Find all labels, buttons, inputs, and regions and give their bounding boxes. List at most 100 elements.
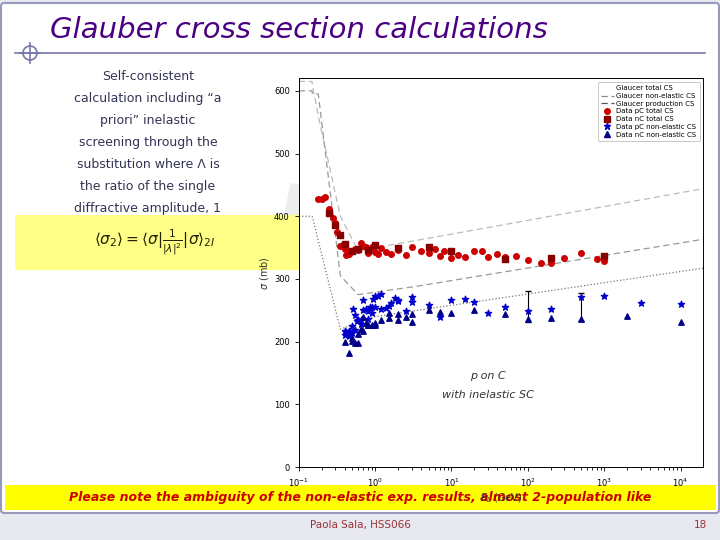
Point [598, 292, 610, 301]
Point [358, 296, 369, 305]
Point [598, 252, 610, 261]
Point [423, 301, 434, 309]
Point [575, 293, 587, 302]
Point [366, 321, 377, 329]
Point [339, 327, 351, 335]
Text: inelastic screening accounted for: inelastic screening accounted for [395, 448, 625, 462]
Point [621, 311, 633, 320]
Point [366, 242, 377, 251]
Point [492, 250, 503, 259]
Point [360, 305, 372, 313]
Point [355, 320, 366, 328]
Point [459, 294, 471, 303]
Point [392, 310, 404, 319]
Point [319, 193, 330, 201]
Point [675, 300, 686, 309]
Point [434, 307, 446, 316]
Point [369, 292, 381, 300]
Point [346, 337, 358, 346]
Point [375, 289, 387, 298]
Point [369, 320, 381, 329]
Point [429, 245, 441, 253]
Point [353, 245, 364, 254]
Point [383, 314, 395, 322]
Point [346, 321, 358, 330]
Point [360, 319, 372, 328]
Point [335, 241, 346, 250]
Point [406, 298, 418, 307]
Point [406, 309, 418, 318]
Y-axis label: $\sigma$ (mb): $\sigma$ (mb) [258, 256, 271, 289]
Point [369, 319, 381, 328]
Point [423, 306, 434, 314]
Point [423, 242, 434, 251]
Text: 18: 18 [693, 520, 706, 530]
Text: Please note the ambiguity of the non-elastic exp. results, almost 2-population l: Please note the ambiguity of the non-ela… [69, 491, 651, 504]
Point [392, 296, 404, 305]
Point [348, 305, 359, 313]
X-axis label: $E_L$ (GeV): $E_L$ (GeV) [480, 491, 522, 505]
Point [339, 331, 351, 340]
Point [369, 241, 381, 249]
Point [383, 301, 395, 310]
Point [327, 214, 338, 222]
Point [339, 240, 351, 248]
Point [366, 303, 377, 312]
Point [362, 248, 374, 257]
Point [499, 253, 510, 261]
Point [341, 251, 352, 260]
Point [383, 309, 395, 318]
Text: elastic amplitude: elastic amplitude [94, 246, 202, 259]
Text: calculation including “a: calculation including “a [74, 92, 222, 105]
Point [522, 307, 534, 315]
Point [353, 316, 364, 325]
Point [375, 243, 387, 252]
Point [332, 228, 343, 237]
Point [346, 329, 358, 338]
Point [446, 308, 457, 317]
Point [675, 318, 686, 326]
Point [375, 316, 387, 325]
Point [350, 325, 361, 334]
Point [355, 239, 366, 247]
Point [372, 249, 384, 258]
Point [545, 254, 557, 263]
Point [343, 332, 354, 340]
Point [385, 299, 397, 308]
Point [358, 306, 369, 315]
Point [392, 296, 404, 305]
Point [392, 315, 404, 324]
Text: Proton Carbon cross sections with: Proton Carbon cross sections with [392, 433, 628, 447]
Point [364, 302, 376, 311]
Text: side only,  over the: side only, over the [88, 224, 208, 237]
Point [451, 251, 463, 259]
Point [459, 253, 471, 261]
Point [358, 327, 369, 335]
Point [434, 252, 446, 260]
Text: the ratio of the single: the ratio of the single [81, 180, 215, 193]
Point [362, 315, 374, 323]
Point [392, 244, 404, 252]
Text: diffractive amplitude, 1: diffractive amplitude, 1 [74, 202, 222, 215]
Point [499, 254, 510, 263]
Point [330, 218, 341, 227]
Point [345, 247, 356, 255]
Point [335, 231, 346, 239]
Point [423, 248, 434, 257]
Text: Self-consistent: Self-consistent [102, 70, 194, 83]
Point [355, 325, 366, 333]
Text: Paola Sala, HSS066: Paola Sala, HSS066 [310, 520, 410, 530]
Point [469, 306, 480, 314]
Point [350, 339, 361, 347]
Point [343, 250, 354, 259]
Text: UKKA: UKKA [273, 181, 587, 279]
Point [438, 246, 450, 255]
Point [337, 241, 348, 249]
Point [469, 247, 480, 255]
Point [389, 294, 400, 302]
Point [353, 315, 364, 324]
Point [355, 316, 366, 325]
Text: with inelastic SC: with inelastic SC [442, 390, 534, 400]
Point [559, 254, 570, 262]
Point [434, 313, 446, 322]
